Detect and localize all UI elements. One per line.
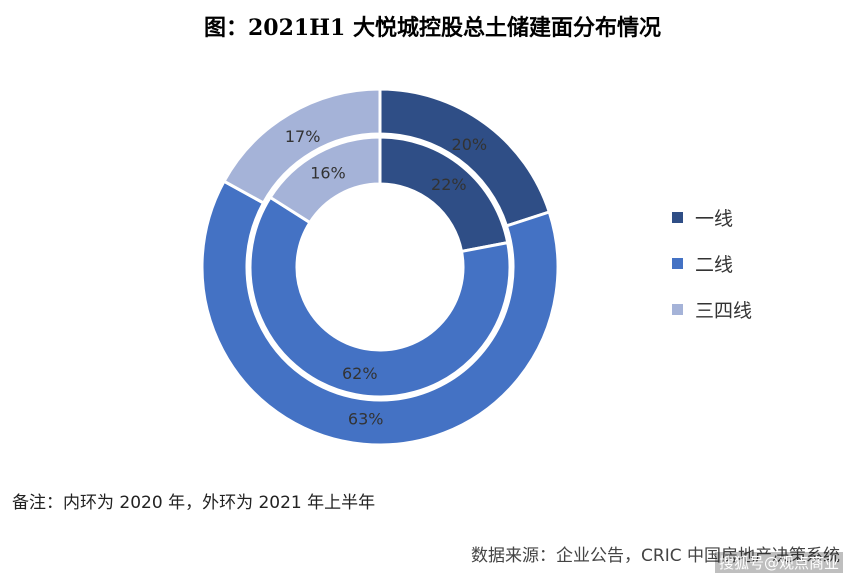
inner-ring-slice-2	[268, 135, 382, 225]
legend-swatch-tier1	[672, 211, 683, 223]
inner-ring-label-2: 16%	[310, 163, 346, 182]
outer-ring-label-0: 20%	[452, 135, 488, 154]
legend-item-tier1: 一线	[672, 205, 752, 230]
legend-swatch-tier2	[672, 257, 683, 269]
inner-ring-slice-1	[248, 195, 512, 399]
inner-ring-label-0: 22%	[431, 175, 467, 194]
inner-ring-label-1: 62%	[342, 364, 378, 383]
legend-item-tier3: 三四线	[672, 297, 753, 322]
legend: 一线 二线 三四线	[672, 205, 752, 343]
chart-note: 备注：内环为 2020 年，外环为 2021 年上半年	[12, 493, 376, 513]
legend-swatch-tier3	[672, 303, 683, 315]
data-source: 数据来源：企业公告，CRIC 中国房地产决策系统	[471, 546, 840, 566]
outer-ring-slice-1	[200, 179, 560, 447]
outer-ring-slice-2	[221, 87, 382, 205]
legend-label-tier2: 二线	[695, 253, 734, 276]
watermark: 搜狐号@观点商业	[714, 552, 843, 573]
chart-title: 图：2021H1 大悦城控股总土储建面分布情况	[204, 15, 661, 41]
legend-label-tier1: 一线	[695, 207, 734, 230]
legend-item-tier2: 二线	[672, 251, 752, 276]
legend-label-tier3: 三四线	[695, 299, 753, 322]
outer-ring-label-2: 17%	[285, 127, 321, 146]
outer-ring-label-1: 63%	[348, 409, 384, 428]
